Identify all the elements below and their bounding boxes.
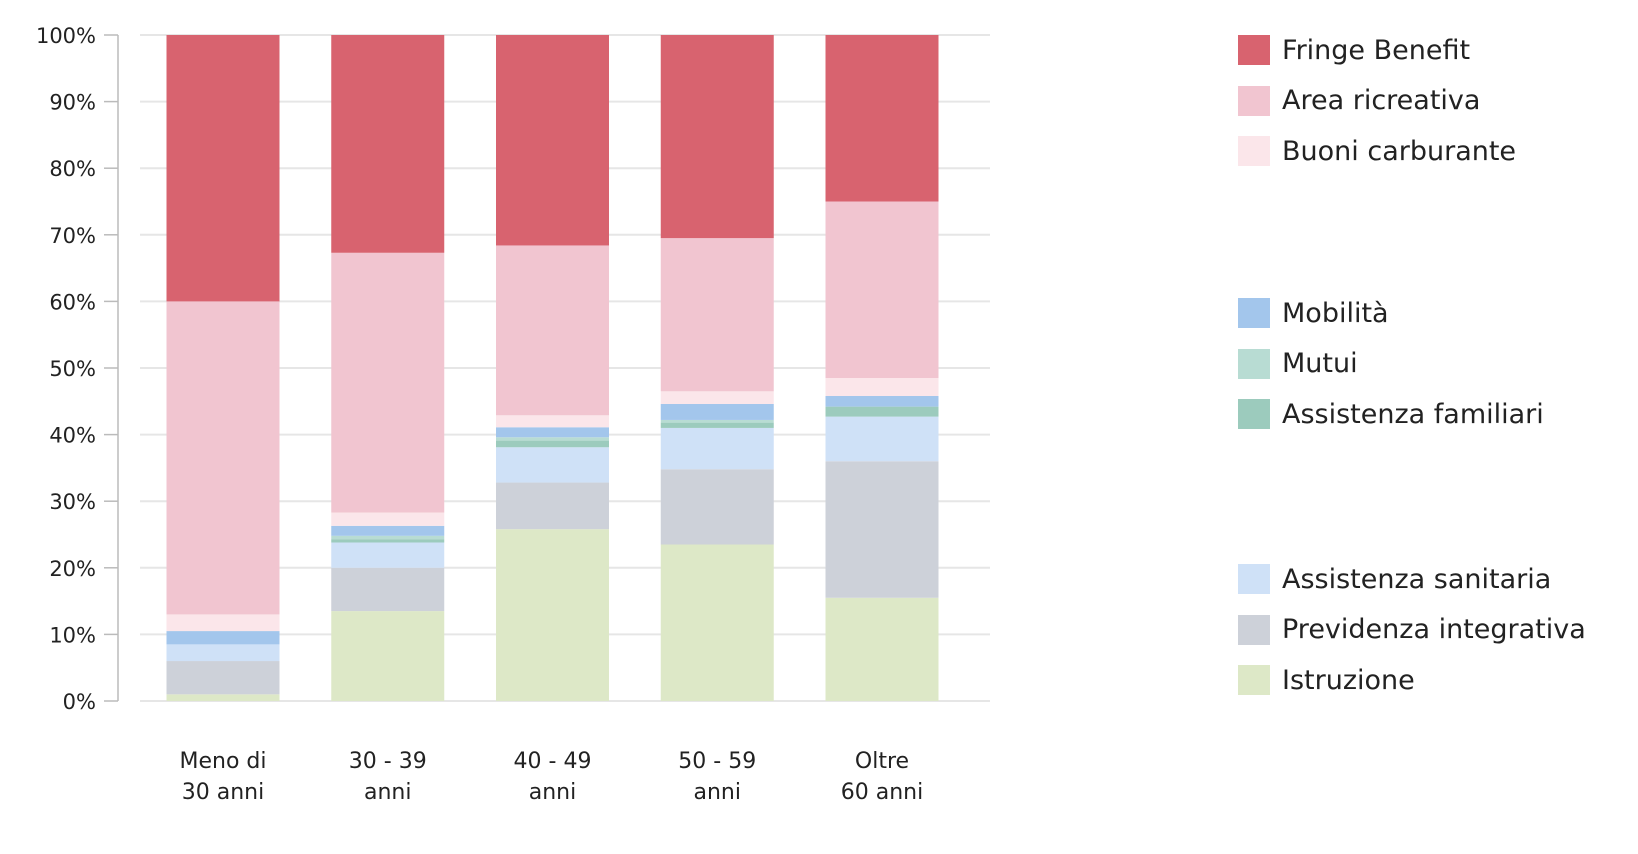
y-tick-label: 40%: [49, 424, 96, 448]
legend-item: Istruzione: [1238, 662, 1415, 698]
bar-segment-buoni-carburante: [496, 415, 609, 428]
bar-segment-mutui: [331, 535, 445, 540]
legend-swatch: [1238, 298, 1270, 328]
y-tick-label: 70%: [49, 224, 96, 248]
legend-label: Assistenza familiari: [1282, 398, 1544, 430]
bar-segment-previdenza-integrativa: [166, 661, 280, 695]
bar-segment-area-ricreativa: [660, 238, 774, 392]
y-tick-label: 0%: [63, 690, 96, 714]
y-tick-label: 20%: [49, 557, 96, 581]
bar-segment-assistenza-familiari: [825, 406, 939, 417]
bar-segment-area-ricreativa: [496, 245, 609, 416]
legend-item: Previdenza integrativa: [1238, 612, 1586, 648]
y-tick-label: 60%: [49, 290, 96, 314]
x-category-label: Meno di: [180, 749, 267, 774]
bar-segment-assistenza-familiari: [496, 440, 609, 448]
bar-segment-buoni-carburante: [825, 377, 939, 396]
legend-label: Assistenza sanitaria: [1282, 563, 1552, 595]
legend-item: Fringe Benefit: [1238, 32, 1470, 68]
legend-label: Buoni carburante: [1282, 135, 1517, 167]
legend-label: Mutui: [1282, 348, 1358, 379]
x-category-label: 40 - 49: [514, 749, 592, 774]
bar-segment-mobilit-: [825, 395, 939, 407]
legend-item: Buoni carburante: [1238, 133, 1516, 169]
bar-segment-assistenza-familiari: [331, 539, 445, 543]
bar-segment-mutui: [496, 437, 609, 441]
x-category-label: anni: [529, 780, 576, 805]
bar-segment-mobilit-: [331, 525, 445, 536]
y-tick-label: 50%: [49, 357, 96, 381]
x-category-label: 30 - 39: [349, 749, 427, 774]
legend-label: Fringe Benefit: [1282, 34, 1471, 66]
bar-segment-previdenza-integrativa: [496, 482, 609, 530]
legend-label: Istruzione: [1282, 664, 1415, 696]
legend-item: Assistenza sanitaria: [1238, 561, 1551, 597]
bar-segment-buoni-carburante: [331, 512, 445, 526]
bar-segment-istruzione: [496, 529, 609, 701]
bar-segment-fringe-benefit: [496, 35, 609, 246]
legend-label: Previdenza integrativa: [1282, 614, 1586, 645]
x-category-label: Oltre: [855, 749, 909, 774]
bar-segment-fringe-benefit: [331, 35, 445, 253]
legend-swatch: [1238, 35, 1270, 65]
bar-segment-fringe-benefit: [660, 35, 774, 239]
bar-segment-mobilit-: [660, 403, 774, 420]
legend: Fringe Benefit Area ricreativa Buoni carbu…: [1238, 0, 1638, 854]
legend-item: Assistenza familiari: [1238, 396, 1544, 432]
legend-swatch: [1238, 564, 1270, 594]
x-category-label: 60 anni: [841, 780, 923, 805]
bar-segment-previdenza-integrativa: [660, 469, 774, 545]
legend-swatch: [1238, 665, 1270, 695]
bar-segment-buoni-carburante: [166, 614, 280, 632]
bar-segment-assistenza-sanitaria: [496, 447, 609, 483]
legend-swatch: [1238, 614, 1270, 645]
y-tick-label: 100%: [36, 24, 96, 48]
bar-segment-assistenza-sanitaria: [166, 644, 280, 662]
legend-label: Mobilità: [1282, 297, 1389, 329]
bar-segment-previdenza-integrativa: [825, 461, 939, 598]
y-tick-label: 80%: [49, 157, 96, 181]
x-category-label: 30 anni: [182, 780, 264, 805]
bars: [166, 35, 939, 701]
bar-segment-istruzione: [166, 694, 280, 701]
legend-item: Mobilità: [1238, 295, 1389, 331]
y-tick-label: 90%: [49, 91, 96, 115]
legend-item: Area ricreativa: [1238, 83, 1480, 119]
x-axis-labels: Meno di 30 anni 30 - 39 anni 40 - 49 anni 50 -…: [180, 749, 924, 805]
bar-segment-fringe-benefit: [825, 35, 939, 202]
bar-segment-istruzione: [331, 611, 445, 701]
bar-segment-area-ricreativa: [331, 252, 445, 513]
legend-swatch: [1238, 348, 1270, 379]
legend-item: Mutui: [1238, 346, 1358, 382]
legend-swatch: [1238, 399, 1270, 429]
x-category-label: 50 - 59: [678, 749, 756, 774]
bar-segment-assistenza-sanitaria: [660, 427, 774, 470]
legend-label: Area ricreativa: [1282, 85, 1481, 116]
y-tick-label: 10%: [49, 623, 96, 647]
bar-segment-area-ricreativa: [166, 301, 280, 615]
bar-segment-assistenza-sanitaria: [825, 416, 939, 462]
y-tick-label: 30%: [49, 490, 96, 514]
bar-segment-mobilit-: [496, 427, 609, 438]
bar-segment-assistenza-familiari: [660, 422, 774, 428]
x-category-label: anni: [694, 780, 741, 805]
y-axis: 0% 10% 20% 30% 40% 50% 60% 70% 80% 90% 100%: [36, 24, 119, 714]
stacked-bar-chart: 0% 10% 20% 30% 40% 50% 60% 70% 80% 90% 100% Meno d…: [36, 24, 990, 805]
x-category-label: anni: [364, 780, 411, 805]
bar-segment-previdenza-integrativa: [331, 567, 445, 612]
bar-segment-istruzione: [660, 544, 774, 701]
bar-segment-mutui: [660, 419, 774, 423]
bar-segment-assistenza-sanitaria: [331, 542, 445, 568]
bar-segment-buoni-carburante: [660, 391, 774, 404]
bar-segment-istruzione: [825, 597, 939, 701]
legend-swatch: [1238, 136, 1270, 166]
bar-segment-area-ricreativa: [825, 201, 939, 378]
legend-swatch: [1238, 85, 1270, 116]
bar-segment-fringe-benefit: [166, 35, 280, 302]
bar-segment-mobilit-: [166, 631, 280, 645]
